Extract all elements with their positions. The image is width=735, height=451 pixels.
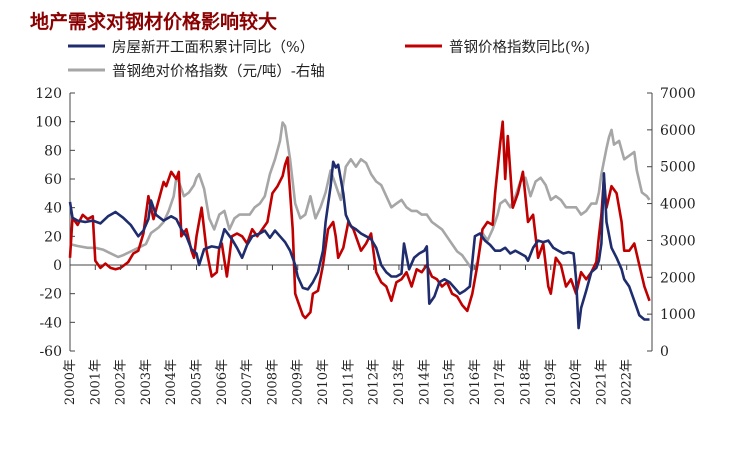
y-right-tick-label: 5000 (660, 160, 696, 176)
y-right-tick-label: 7000 (660, 86, 696, 102)
series-line-1 (68, 120, 651, 320)
x-tick-label: 2009年 (291, 359, 306, 405)
legend-label-steel-price-yoy: 普钢价格指数同比(%) (449, 39, 590, 56)
y-left-tick-label: -60 (39, 344, 62, 360)
x-tick-label: 2014年 (417, 359, 432, 405)
y-left-tick-label: 120 (35, 86, 62, 102)
legend-label-steel-price-index: 普钢绝对价格指数（元/吨）-右轴 (112, 63, 325, 80)
y-left-tick-label: -20 (39, 287, 62, 303)
x-tick-label: 2012年 (367, 359, 382, 405)
y-right-tick-label: 3000 (660, 233, 696, 249)
x-axis-ticks: 2000年 2001年 2002年 2003年 2004年 2005年 2006年 2007年… (63, 265, 653, 405)
x-tick-label: 2010年 (316, 359, 331, 405)
x-tick-label: 2018年 (518, 359, 533, 405)
y-right-tick-label: 6000 (660, 123, 696, 139)
y-right-tick-label: 2000 (660, 270, 696, 286)
x-tick-label: 2011年 (341, 359, 356, 405)
chart-title: 地产需求对钢材价格影响较大 (30, 10, 277, 33)
y-right-tick-label: 1000 (660, 307, 696, 323)
x-tick-label: 2003年 (139, 359, 154, 405)
x-tick-label: 2017年 (493, 359, 508, 405)
y-right-tick-label: 4000 (660, 197, 696, 213)
series-layer (68, 120, 651, 330)
y-left-tick-label: 100 (35, 115, 62, 131)
y-left-tick-label: 20 (44, 229, 62, 245)
legend: 房屋新开工面积累计同比（%） 普钢价格指数同比(%) 普钢绝对价格指数（元/吨）… (68, 39, 590, 80)
x-tick-label: 2015年 (443, 359, 458, 405)
x-tick-label: 2002年 (114, 359, 129, 405)
y-left-tick-label: 0 (53, 258, 62, 274)
axes: -60 -40 -20 0 20 40 60 80 100 120 0 1000 2000 3000 400… (35, 86, 695, 360)
series-line-2 (69, 121, 651, 272)
x-tick-label: 2006年 (215, 359, 230, 405)
x-tick-label: 2013年 (392, 359, 407, 405)
y-left-tick-label: 80 (44, 143, 62, 159)
y-left-tick-label: 40 (44, 201, 62, 217)
x-tick-label: 2007年 (240, 359, 255, 405)
series-line-0 (68, 160, 650, 330)
x-tick-label: 2016年 (468, 359, 483, 405)
x-tick-label: 2008年 (265, 359, 280, 405)
legend-label-housing-starts: 房屋新开工面积累计同比（%） (112, 39, 314, 56)
x-tick-label: 2001年 (88, 359, 103, 405)
y-right-tick-label: 0 (660, 344, 669, 360)
x-tick-label: 2005年 (190, 359, 205, 405)
x-tick-label: 2004年 (164, 359, 179, 405)
x-tick-label: 2019年 (544, 359, 559, 405)
y-left-tick-label: 60 (44, 172, 62, 188)
x-tick-label: 2021年 (594, 359, 609, 405)
x-tick-label: 2000年 (63, 359, 78, 405)
y-left-tick-label: -40 (39, 315, 62, 331)
x-tick-label: 2020年 (569, 359, 584, 405)
x-tick-label: 2022年 (620, 359, 635, 405)
